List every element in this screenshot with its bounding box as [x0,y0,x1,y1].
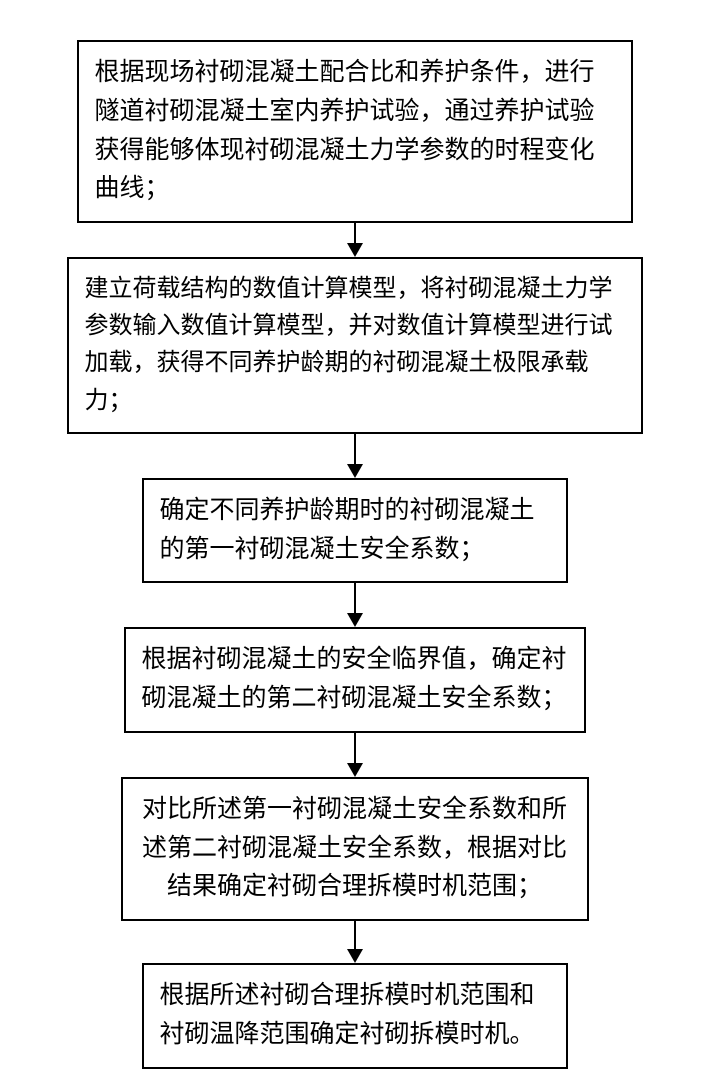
flow-arrow-3 [347,583,363,627]
arrow-head-icon [347,243,363,257]
flow-step-text: 根据现场衬砌混凝土配合比和养护条件，进行隧道衬砌混凝土室内养护试验，通过养护试验… [95,59,595,202]
arrow-line [354,921,356,949]
flow-arrow-1 [347,223,363,257]
flow-step-text: 建立荷载结构的数值计算模型，将衬砌混凝土力学参数输入数值计算模型，并对数值计算模… [85,276,613,414]
flow-step-2: 建立荷载结构的数值计算模型，将衬砌混凝土力学参数输入数值计算模型，并对数值计算模… [67,257,643,434]
arrow-line [354,583,356,613]
arrow-head-icon [347,949,363,963]
flow-step-text: 根据所述衬砌合理拆模时机范围和衬砌温降范围确定衬砌拆模时机。 [160,982,535,1048]
flow-step-3: 确定不同养护龄期时的衬砌混凝土的第一衬砌混凝土安全系数； [142,478,568,584]
flow-step-6: 根据所述衬砌合理拆模时机范围和衬砌温降范围确定衬砌拆模时机。 [142,963,568,1069]
arrow-line [354,223,356,243]
flowchart-container: 根据现场衬砌混凝土配合比和养护条件，进行隧道衬砌混凝土室内养护试验，通过养护试验… [0,40,709,1069]
flow-step-text: 对比所述第一衬砌混凝土安全系数和所述第二衬砌混凝土安全系数，根据对比结果确定衬砌… [142,796,567,901]
flow-step-4: 根据衬砌混凝土的安全临界值，确定衬砌混凝土的第二衬砌混凝土安全系数； [124,627,586,733]
flow-arrow-2 [347,434,363,478]
flow-arrow-4 [347,733,363,777]
arrow-line [354,733,356,763]
arrow-line [354,434,356,464]
flow-step-text: 确定不同养护龄期时的衬砌混凝土的第一衬砌混凝土安全系数； [160,497,535,563]
flow-step-5: 对比所述第一衬砌混凝土安全系数和所述第二衬砌混凝土安全系数，根据对比结果确定衬砌… [121,777,589,921]
arrow-head-icon [347,613,363,627]
flow-step-text: 根据衬砌混凝土的安全临界值，确定衬砌混凝土的第二衬砌混凝土安全系数； [142,646,567,712]
arrow-head-icon [347,464,363,478]
flow-arrow-5 [347,921,363,963]
arrow-head-icon [347,763,363,777]
flow-step-1: 根据现场衬砌混凝土配合比和养护条件，进行隧道衬砌混凝土室内养护试验，通过养护试验… [77,40,633,223]
